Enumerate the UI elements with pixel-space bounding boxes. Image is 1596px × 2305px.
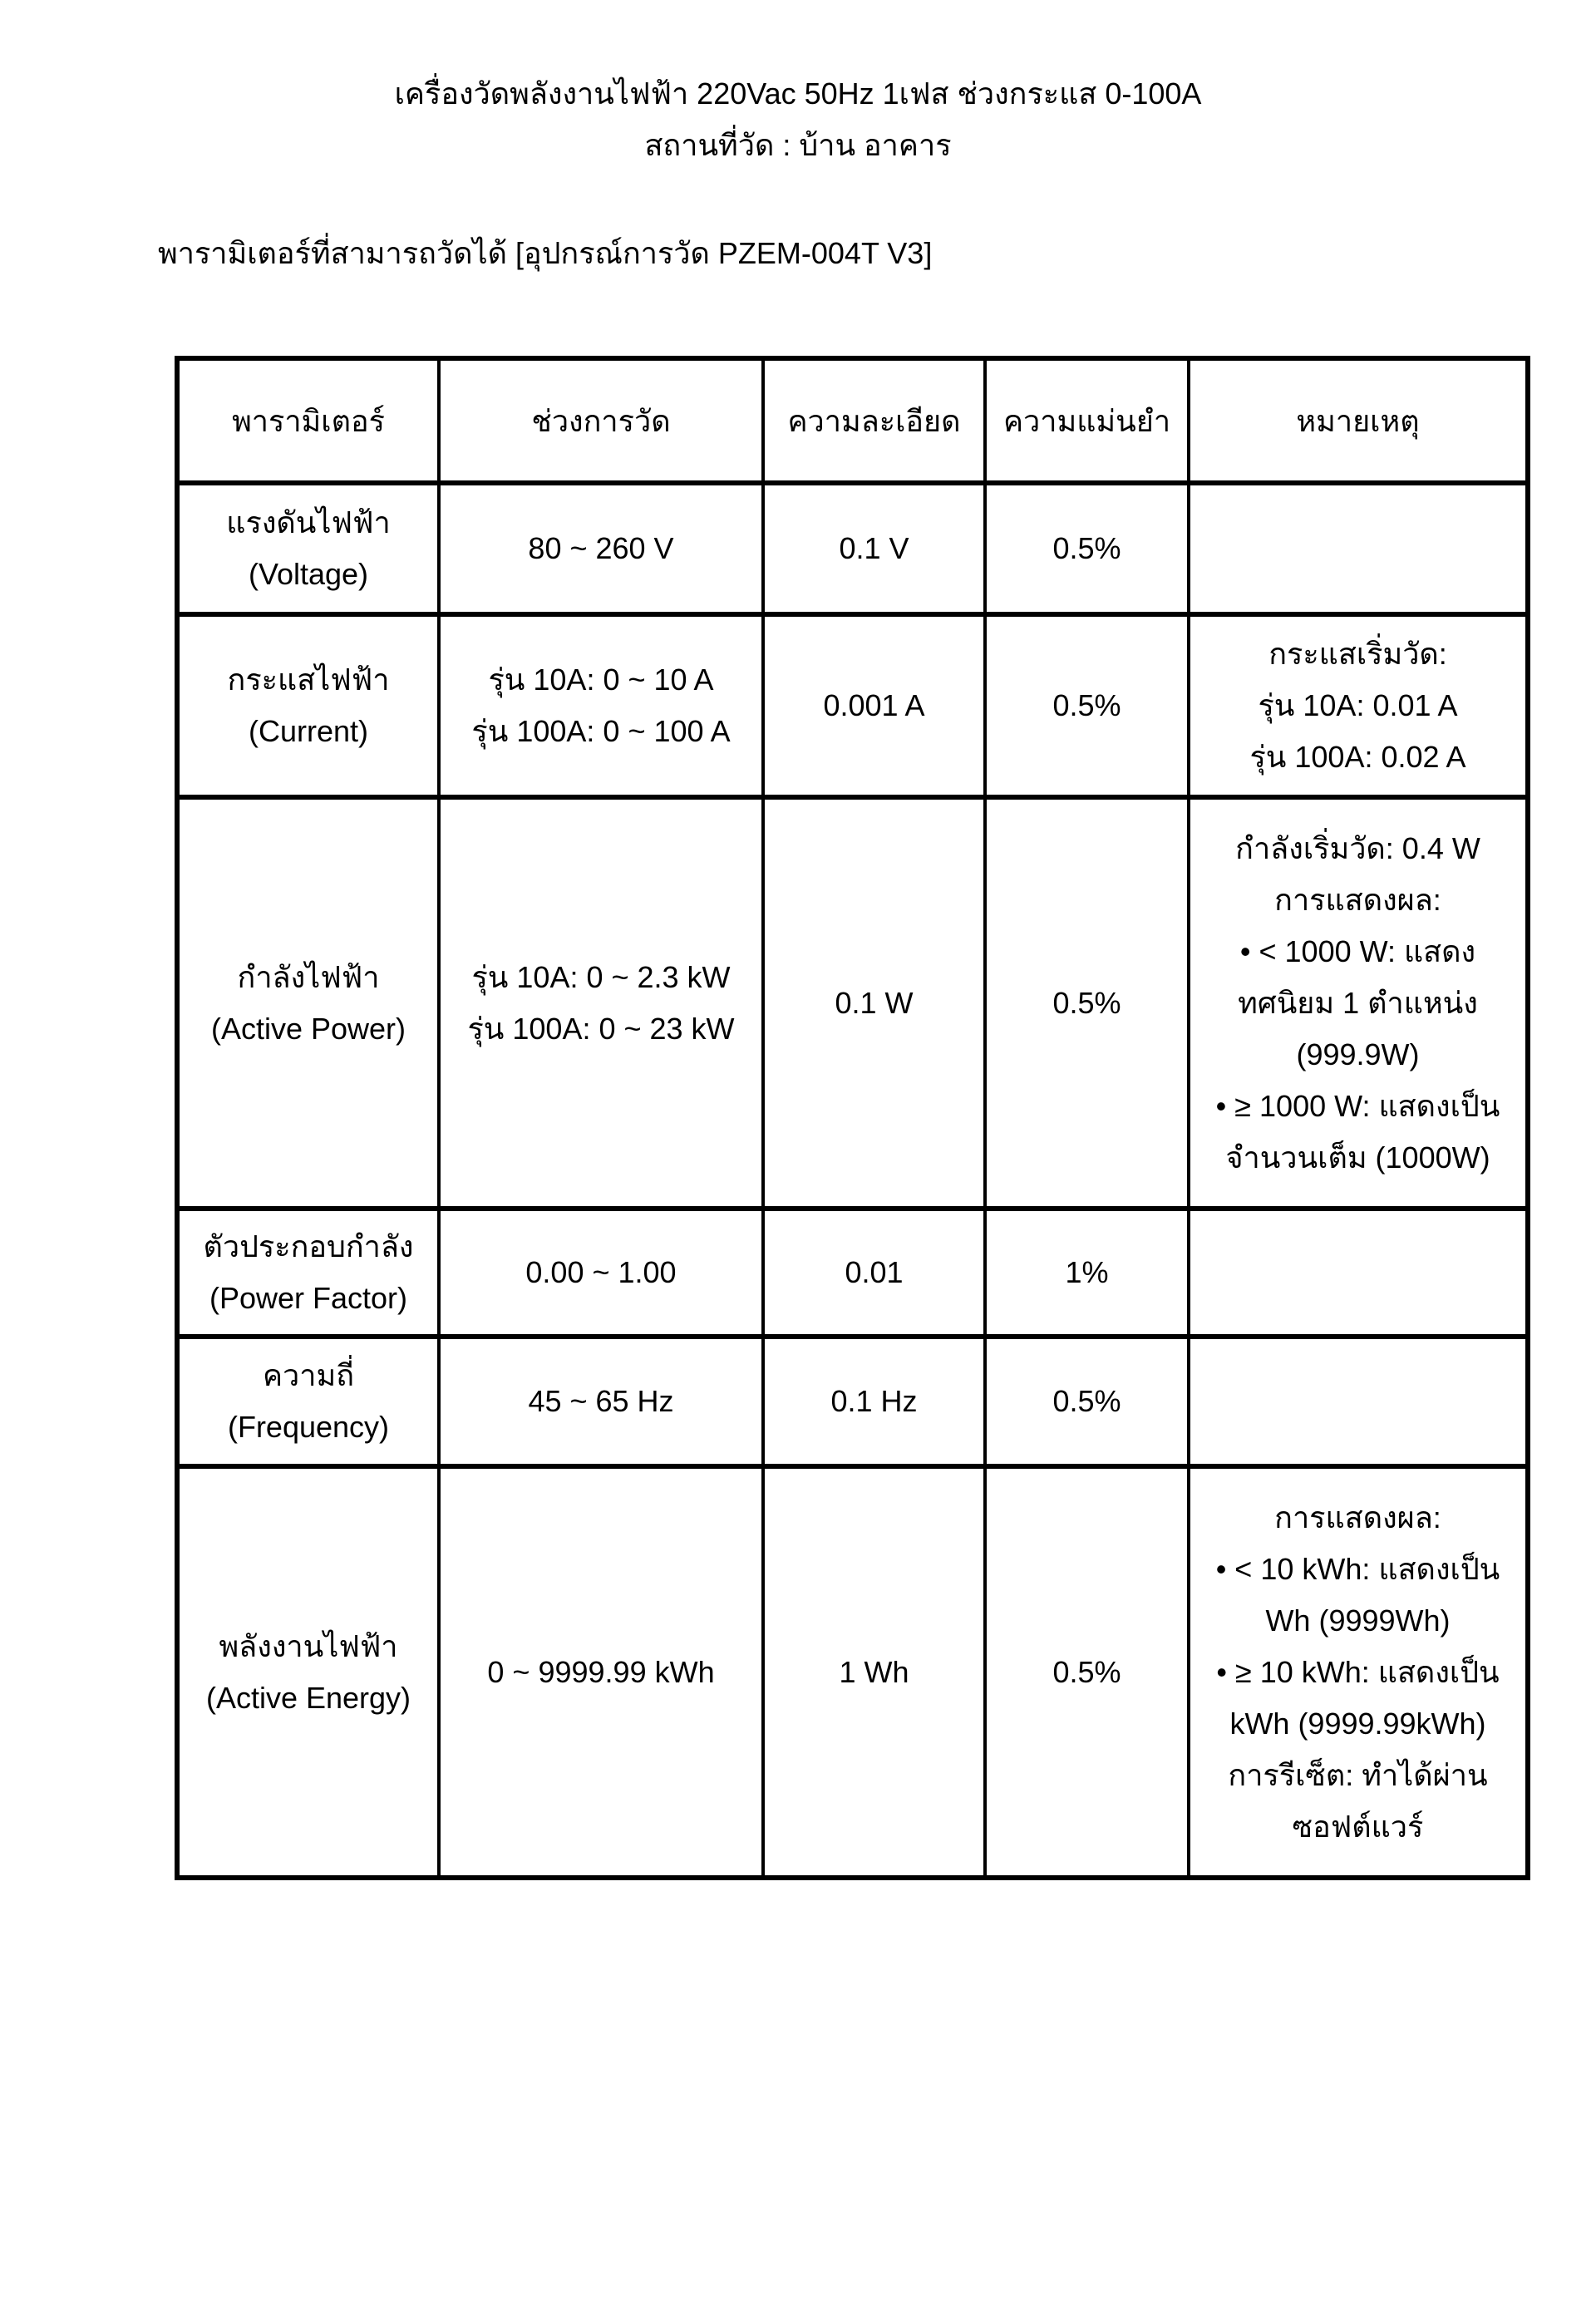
cell-range: รุ่น 10A: 0 ~ 10 A รุ่น 100A: 0 ~ 100 A bbox=[437, 613, 765, 799]
cell-accuracy: 0.5% bbox=[983, 1465, 1190, 1879]
text-line: (Current) bbox=[248, 714, 369, 748]
header-notes: หมายเหตุ bbox=[1187, 357, 1530, 485]
cell-resolution: 0.001 A bbox=[761, 613, 987, 799]
text-line: (Active Power) bbox=[210, 1011, 406, 1046]
cell-parameter: ความถี่ (Frequency) bbox=[175, 1335, 441, 1468]
text-line: รุ่น 100A: 0 ~ 23 kW bbox=[467, 1011, 735, 1046]
cell-range: 80 ~ 260 V bbox=[437, 481, 765, 616]
cell-accuracy: 0.5% bbox=[983, 613, 1190, 799]
text-line: • ≥ 1000 W: แสดงเป็น bbox=[1215, 1088, 1500, 1123]
cell-notes: กำลังเริ่มวัด: 0.4 W การแสดงผล: • < 1000… bbox=[1187, 795, 1530, 1210]
table-row-frequency: ความถี่ (Frequency) 45 ~ 65 Hz 0.1 Hz 0.… bbox=[175, 1335, 1530, 1468]
measurement-location: สถานที่วัด : บ้าน อาคาร bbox=[644, 128, 952, 162]
text-line: 45 ~ 65 Hz bbox=[528, 1384, 674, 1418]
text-line: 0.00 ~ 1.00 bbox=[525, 1255, 677, 1289]
cell-resolution: 0.1 W bbox=[761, 795, 987, 1210]
cell-accuracy: 1% bbox=[983, 1207, 1190, 1338]
cell-range: รุ่น 10A: 0 ~ 2.3 kW รุ่น 100A: 0 ~ 23 k… bbox=[437, 795, 765, 1210]
text-line: กำลังเริ่มวัด: 0.4 W bbox=[1235, 830, 1480, 865]
cell-accuracy: 0.5% bbox=[983, 481, 1190, 616]
document-title: เครื่องวัดพลังงานไฟฟ้า 220Vac 50Hz 1เฟส … bbox=[394, 76, 1202, 111]
header-parameter: พารามิเตอร์ bbox=[175, 357, 441, 485]
cell-range: 0 ~ 9999.99 kWh bbox=[437, 1465, 765, 1879]
text-line: รุ่น 10A: 0 ~ 10 A bbox=[488, 662, 714, 697]
cell-resolution: 0.1 Hz bbox=[761, 1335, 987, 1468]
table-row-current: กระแสไฟฟ้า (Current) รุ่น 10A: 0 ~ 10 A … bbox=[175, 613, 1530, 799]
text-line: ทศนิยม 1 ตำแหน่ง bbox=[1238, 985, 1478, 1020]
text-line: • ≥ 10 kWh: แสดงเป็น bbox=[1216, 1654, 1500, 1689]
text-line: กระแสเริ่มวัด: bbox=[1268, 637, 1447, 671]
text-line: (Frequency) bbox=[227, 1410, 390, 1444]
text-line: 0 ~ 9999.99 kWh bbox=[487, 1654, 715, 1689]
table-row-voltage: แรงดันไฟฟ้า (Voltage) 80 ~ 260 V 0.1 V 0… bbox=[175, 481, 1530, 616]
cell-notes: การแสดงผล: • < 10 kWh: แสดงเป็น Wh (9999… bbox=[1187, 1465, 1530, 1879]
text-line: Wh (9999Wh) bbox=[1265, 1603, 1451, 1638]
cell-resolution: 0.01 bbox=[761, 1207, 987, 1338]
text-line: 80 ~ 260 V bbox=[528, 531, 674, 565]
text-line: รุ่น 100A: 0.02 A bbox=[1249, 740, 1466, 774]
cell-notes bbox=[1187, 481, 1530, 616]
text-line: พลังงานไฟฟ้า bbox=[219, 1628, 398, 1663]
text-line: กระแสไฟฟ้า bbox=[227, 662, 390, 697]
text-line: การแสดงผล: bbox=[1274, 1500, 1441, 1534]
text-line: การรีเซ็ต: ทำได้ผ่าน bbox=[1228, 1757, 1488, 1792]
table-row-power-factor: ตัวประกอบกำลัง (Power Factor) 0.00 ~ 1.0… bbox=[175, 1207, 1530, 1338]
cell-parameter: กำลังไฟฟ้า (Active Power) bbox=[175, 795, 441, 1210]
section-heading: พารามิเตอร์ที่สามารถวัดได้ [อุปกรณ์การวั… bbox=[158, 236, 933, 270]
cell-notes bbox=[1187, 1207, 1530, 1338]
cell-range: 45 ~ 65 Hz bbox=[437, 1335, 765, 1468]
cell-parameter: กระแสไฟฟ้า (Current) bbox=[175, 613, 441, 799]
cell-parameter: ตัวประกอบกำลัง (Power Factor) bbox=[175, 1207, 441, 1338]
header-range: ช่วงการวัด bbox=[437, 357, 765, 485]
cell-accuracy: 0.5% bbox=[983, 795, 1190, 1210]
text-line: รุ่น 10A: 0.01 A bbox=[1258, 688, 1458, 722]
text-line: kWh (9999.99kWh) bbox=[1229, 1706, 1486, 1741]
text-line: ตัวประกอบกำลัง bbox=[203, 1229, 414, 1263]
text-line: ความถี่ bbox=[262, 1358, 355, 1392]
cell-resolution: 0.1 V bbox=[761, 481, 987, 616]
parameters-table: พารามิเตอร์ ช่วงการวัด ความละเอียด ความแ… bbox=[175, 356, 1530, 1880]
text-line: • < 10 kWh: แสดงเป็น bbox=[1215, 1551, 1500, 1586]
cell-notes bbox=[1187, 1335, 1530, 1468]
text-line: (999.9W) bbox=[1296, 1037, 1420, 1071]
cell-parameter: แรงดันไฟฟ้า (Voltage) bbox=[175, 481, 441, 616]
text-line: จำนวนเต็ม (1000W) bbox=[1225, 1140, 1490, 1175]
text-line: (Active Energy) bbox=[205, 1680, 411, 1715]
header-accuracy: ความแม่นยำ bbox=[983, 357, 1190, 485]
table-header-row: พารามิเตอร์ ช่วงการวัด ความละเอียด ความแ… bbox=[175, 357, 1530, 485]
table-row-active-energy: พลังงานไฟฟ้า (Active Energy) 0 ~ 9999.99… bbox=[175, 1465, 1530, 1879]
table-row-active-power: กำลังไฟฟ้า (Active Power) รุ่น 10A: 0 ~ … bbox=[175, 795, 1530, 1210]
text-line: (Voltage) bbox=[248, 557, 369, 591]
header-resolution: ความละเอียด bbox=[761, 357, 987, 485]
text-line: รุ่น 10A: 0 ~ 2.3 kW bbox=[471, 959, 731, 994]
text-line: แรงดันไฟฟ้า bbox=[226, 505, 391, 539]
cell-parameter: พลังงานไฟฟ้า (Active Energy) bbox=[175, 1465, 441, 1879]
cell-range: 0.00 ~ 1.00 bbox=[437, 1207, 765, 1338]
cell-resolution: 1 Wh bbox=[761, 1465, 987, 1879]
text-line: การแสดงผล: bbox=[1274, 882, 1441, 917]
text-line: • < 1000 W: แสดง bbox=[1239, 933, 1476, 968]
text-line: กำลังไฟฟ้า bbox=[237, 959, 380, 994]
text-line: ซอฟต์แวร์ bbox=[1292, 1809, 1424, 1844]
cell-notes: กระแสเริ่มวัด: รุ่น 10A: 0.01 A รุ่น 100… bbox=[1187, 613, 1530, 799]
cell-accuracy: 0.5% bbox=[983, 1335, 1190, 1468]
text-line: (Power Factor) bbox=[209, 1281, 408, 1315]
text-line: รุ่น 100A: 0 ~ 100 A bbox=[471, 714, 731, 748]
